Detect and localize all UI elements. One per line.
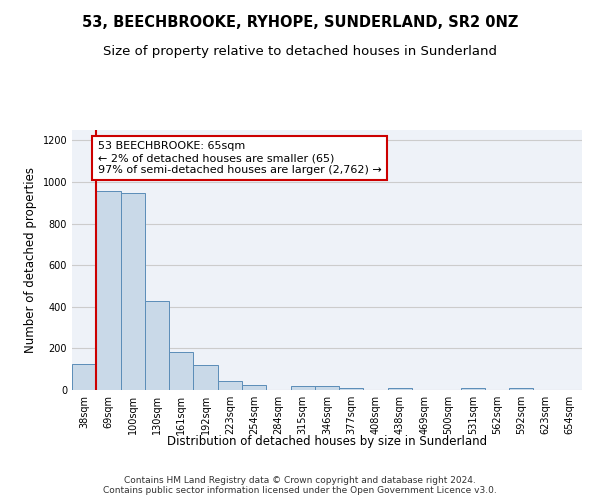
Bar: [509, 388, 533, 390]
Bar: [145, 301, 169, 390]
Text: 53 BEECHBROOKE: 65sqm
← 2% of detached houses are smaller (65)
97% of semi-detac: 53 BEECHBROOKE: 65sqm ← 2% of detached h…: [97, 142, 381, 174]
Bar: [193, 366, 218, 390]
Bar: [121, 194, 145, 390]
Bar: [315, 386, 339, 390]
Text: Contains HM Land Registry data © Crown copyright and database right 2024.
Contai: Contains HM Land Registry data © Crown c…: [103, 476, 497, 495]
Bar: [96, 192, 121, 390]
Text: Distribution of detached houses by size in Sunderland: Distribution of detached houses by size …: [167, 435, 487, 448]
Bar: [242, 386, 266, 390]
Text: 53, BEECHBROOKE, RYHOPE, SUNDERLAND, SR2 0NZ: 53, BEECHBROOKE, RYHOPE, SUNDERLAND, SR2…: [82, 15, 518, 30]
Bar: [218, 381, 242, 390]
Bar: [72, 364, 96, 390]
Text: Size of property relative to detached houses in Sunderland: Size of property relative to detached ho…: [103, 45, 497, 58]
Y-axis label: Number of detached properties: Number of detached properties: [24, 167, 37, 353]
Bar: [339, 388, 364, 390]
Bar: [388, 388, 412, 390]
Bar: [169, 352, 193, 390]
Bar: [290, 386, 315, 390]
Bar: [461, 388, 485, 390]
